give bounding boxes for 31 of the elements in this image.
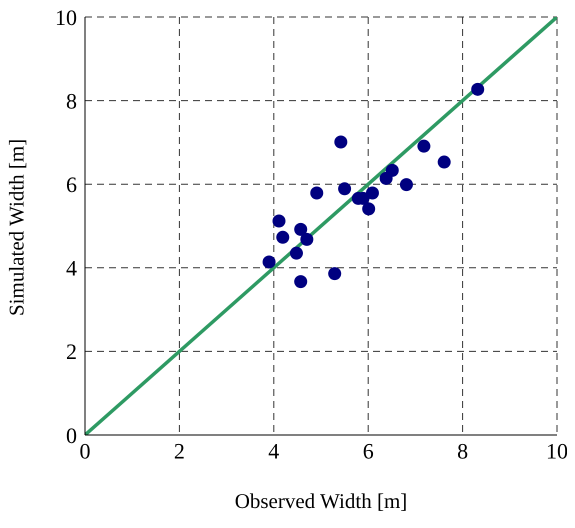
y-tick-label: 4 xyxy=(66,256,77,281)
x-tick-label: 2 xyxy=(174,438,185,464)
point xyxy=(366,186,379,200)
point xyxy=(417,140,430,153)
point xyxy=(334,135,348,148)
x-axis-title: Observed Width [m] xyxy=(234,489,408,513)
point xyxy=(338,182,352,196)
point xyxy=(438,156,451,169)
point xyxy=(294,222,308,236)
point xyxy=(310,186,324,200)
y-axis-title: Simulated Width [m] xyxy=(4,138,28,316)
point xyxy=(362,202,376,216)
point xyxy=(276,230,290,244)
point xyxy=(471,82,484,96)
y-tick-label: 6 xyxy=(66,172,77,198)
point xyxy=(300,232,314,246)
y-tick-label: 2 xyxy=(66,339,77,364)
point xyxy=(294,275,308,288)
point xyxy=(290,246,303,260)
y-tick-label: 10 xyxy=(55,4,77,30)
point xyxy=(328,267,342,280)
x-tick-label: 10 xyxy=(546,438,568,464)
point xyxy=(400,178,413,192)
x-tick-label: 8 xyxy=(457,438,468,464)
x-tick-label: 4 xyxy=(268,438,280,464)
point xyxy=(272,214,286,228)
point xyxy=(262,255,276,268)
point xyxy=(380,172,393,185)
x-tick-label: 6 xyxy=(362,438,374,464)
y-tick-label: 0 xyxy=(66,422,77,448)
y-tick-label: 8 xyxy=(66,88,77,114)
